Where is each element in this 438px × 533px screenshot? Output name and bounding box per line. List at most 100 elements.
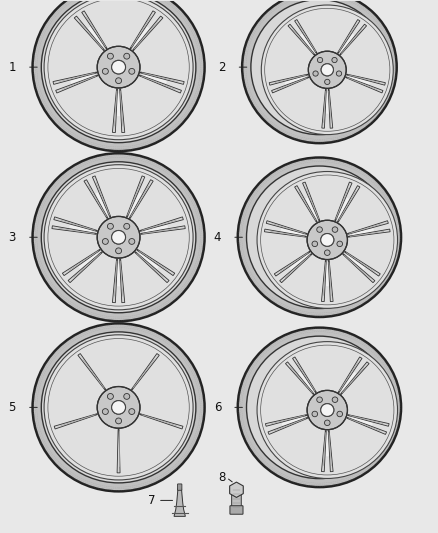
Text: 4: 4 <box>214 231 221 244</box>
Ellipse shape <box>325 79 330 85</box>
Polygon shape <box>352 228 374 236</box>
Ellipse shape <box>112 60 126 74</box>
Ellipse shape <box>261 5 393 135</box>
Polygon shape <box>346 74 385 85</box>
Polygon shape <box>266 221 307 235</box>
Ellipse shape <box>112 401 126 414</box>
Ellipse shape <box>257 172 398 308</box>
Polygon shape <box>120 259 125 303</box>
Polygon shape <box>284 76 305 85</box>
Polygon shape <box>347 417 387 434</box>
Polygon shape <box>303 182 320 221</box>
Polygon shape <box>268 417 308 434</box>
Ellipse shape <box>247 336 392 479</box>
Polygon shape <box>117 263 120 286</box>
Polygon shape <box>351 416 373 426</box>
Ellipse shape <box>124 393 130 399</box>
Polygon shape <box>140 414 183 429</box>
Text: 6: 6 <box>214 401 221 414</box>
Ellipse shape <box>337 241 343 247</box>
Polygon shape <box>230 482 243 497</box>
Ellipse shape <box>97 46 140 88</box>
Polygon shape <box>117 93 120 116</box>
Polygon shape <box>131 353 159 390</box>
Ellipse shape <box>238 158 401 317</box>
Polygon shape <box>286 362 314 394</box>
Polygon shape <box>328 89 333 128</box>
Polygon shape <box>338 357 362 393</box>
Ellipse shape <box>129 68 135 74</box>
Polygon shape <box>133 16 163 51</box>
Polygon shape <box>274 251 310 276</box>
Polygon shape <box>293 357 316 393</box>
Polygon shape <box>289 254 308 270</box>
Polygon shape <box>130 11 155 49</box>
Polygon shape <box>272 77 309 93</box>
Polygon shape <box>138 252 159 269</box>
Polygon shape <box>337 198 349 219</box>
Ellipse shape <box>238 328 401 487</box>
Polygon shape <box>347 221 389 235</box>
Ellipse shape <box>332 397 338 402</box>
Ellipse shape <box>102 239 108 244</box>
Polygon shape <box>88 27 104 47</box>
Polygon shape <box>68 252 102 282</box>
Polygon shape <box>140 72 184 84</box>
Polygon shape <box>341 362 369 394</box>
Ellipse shape <box>251 0 388 135</box>
FancyBboxPatch shape <box>232 488 241 509</box>
Polygon shape <box>95 192 108 214</box>
Polygon shape <box>269 74 308 85</box>
Polygon shape <box>113 259 117 303</box>
Polygon shape <box>145 225 168 233</box>
Ellipse shape <box>112 230 126 244</box>
Polygon shape <box>135 252 169 282</box>
Polygon shape <box>341 372 357 391</box>
Text: 8: 8 <box>218 471 226 484</box>
Ellipse shape <box>112 230 126 244</box>
Ellipse shape <box>247 166 392 309</box>
Ellipse shape <box>307 390 347 430</box>
Polygon shape <box>337 185 360 222</box>
Polygon shape <box>348 415 389 426</box>
Ellipse shape <box>325 250 330 255</box>
Ellipse shape <box>337 411 343 417</box>
Ellipse shape <box>321 403 334 416</box>
Ellipse shape <box>321 64 333 76</box>
Polygon shape <box>326 435 329 456</box>
Polygon shape <box>56 75 98 93</box>
Ellipse shape <box>116 418 122 424</box>
Polygon shape <box>295 20 317 53</box>
Polygon shape <box>322 89 326 128</box>
Polygon shape <box>139 75 181 93</box>
Ellipse shape <box>129 239 135 244</box>
Ellipse shape <box>307 220 347 260</box>
Ellipse shape <box>312 411 318 417</box>
Ellipse shape <box>313 71 318 76</box>
Ellipse shape <box>97 386 140 428</box>
Ellipse shape <box>332 227 338 232</box>
Polygon shape <box>54 414 97 429</box>
Ellipse shape <box>107 223 113 229</box>
Polygon shape <box>346 254 365 270</box>
Ellipse shape <box>41 0 196 143</box>
Polygon shape <box>328 261 333 302</box>
Polygon shape <box>69 225 93 233</box>
Polygon shape <box>280 254 312 282</box>
Polygon shape <box>84 180 108 219</box>
Ellipse shape <box>44 0 193 140</box>
Polygon shape <box>305 198 318 219</box>
Text: 3: 3 <box>9 231 16 244</box>
Polygon shape <box>340 24 367 55</box>
Polygon shape <box>70 74 93 84</box>
Polygon shape <box>120 89 125 133</box>
Polygon shape <box>129 180 153 219</box>
Ellipse shape <box>312 241 318 247</box>
Polygon shape <box>117 429 120 473</box>
Polygon shape <box>328 431 333 472</box>
Polygon shape <box>321 431 326 472</box>
Polygon shape <box>144 74 167 84</box>
Ellipse shape <box>116 78 122 84</box>
Ellipse shape <box>107 53 113 59</box>
Polygon shape <box>350 76 370 85</box>
